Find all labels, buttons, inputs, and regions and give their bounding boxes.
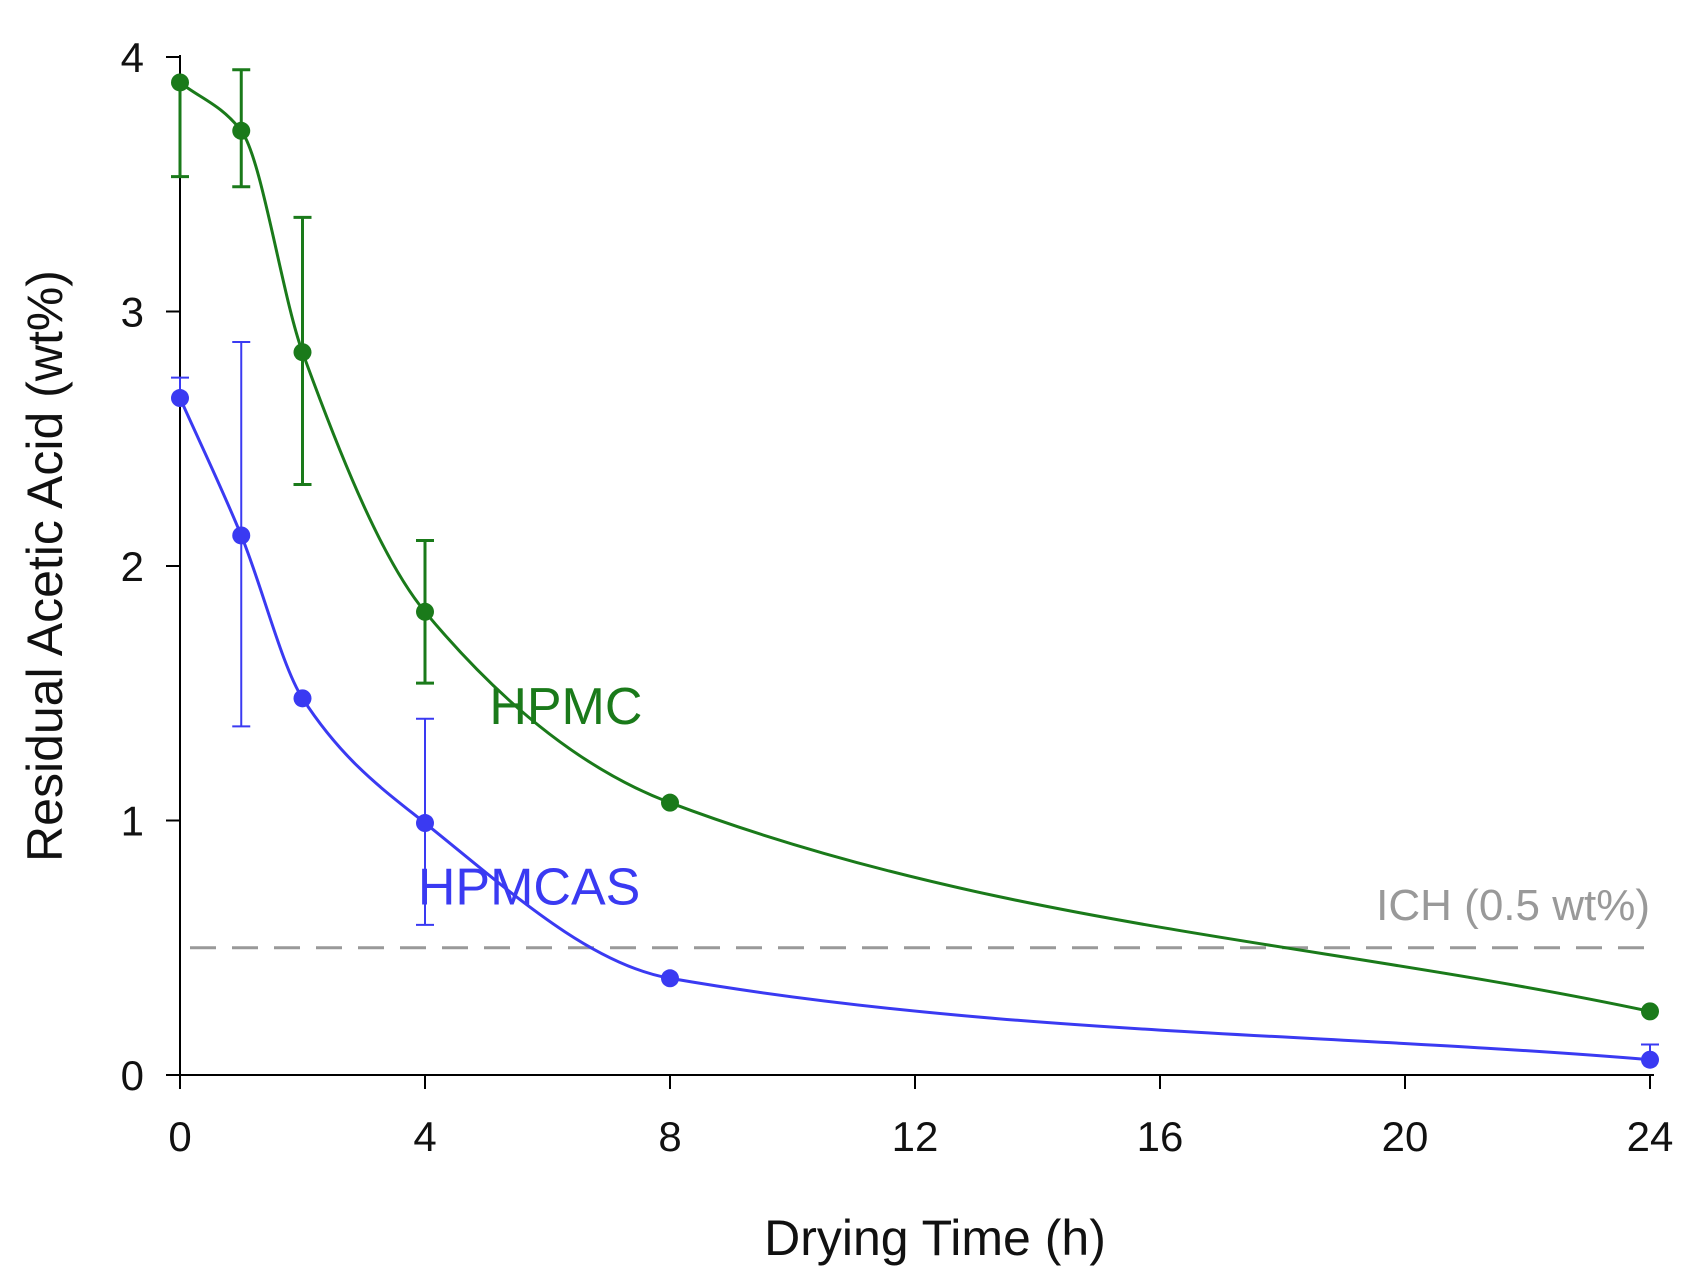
reference-line-group: ICH (0.5 wt%) xyxy=(190,881,1650,950)
series-line xyxy=(178,397,1651,1062)
data-point xyxy=(232,526,251,545)
y-axis-title: Residual Acetic Acid (wt%) xyxy=(17,270,73,862)
x-tick-label: 8 xyxy=(658,1113,681,1160)
data-point xyxy=(1641,1002,1659,1021)
data-point xyxy=(232,121,251,140)
x-tick-label: 24 xyxy=(1627,1113,1674,1160)
y-tick-label: 0 xyxy=(121,1052,144,1099)
data-point xyxy=(661,969,679,988)
data-point xyxy=(1641,1050,1659,1069)
x-tick-label: 16 xyxy=(1137,1113,1184,1160)
x-tick-label: 0 xyxy=(168,1113,191,1160)
y-tick-label: 2 xyxy=(121,543,144,590)
data-point xyxy=(416,814,434,833)
series-label-hpmc: HPMC xyxy=(489,678,642,736)
data-point xyxy=(171,389,189,408)
y-tick-label: 3 xyxy=(121,289,144,336)
data-point xyxy=(293,689,312,708)
data-point xyxy=(293,343,312,362)
data-point xyxy=(661,793,679,812)
data-point xyxy=(416,602,434,621)
x-tick-label: 4 xyxy=(413,1113,436,1160)
y-tick-label: 1 xyxy=(121,798,144,845)
series-label-hpmcas: HPMCAS xyxy=(418,859,640,917)
x-tick-label: 20 xyxy=(1382,1113,1429,1160)
series-group: HPMC HPMCAS xyxy=(171,68,1659,1069)
series-line xyxy=(179,81,1651,1013)
y-tick-label: 4 xyxy=(121,34,144,81)
x-axis-title: Drying Time (h) xyxy=(764,1210,1106,1266)
series-hpmcas: HPMCAS xyxy=(171,341,1659,1069)
x-tick-label: 12 xyxy=(892,1113,939,1160)
data-point xyxy=(171,73,189,92)
series-hpmc: HPMC xyxy=(171,68,1659,1021)
reference-line-label: ICH (0.5 wt%) xyxy=(1376,881,1650,930)
